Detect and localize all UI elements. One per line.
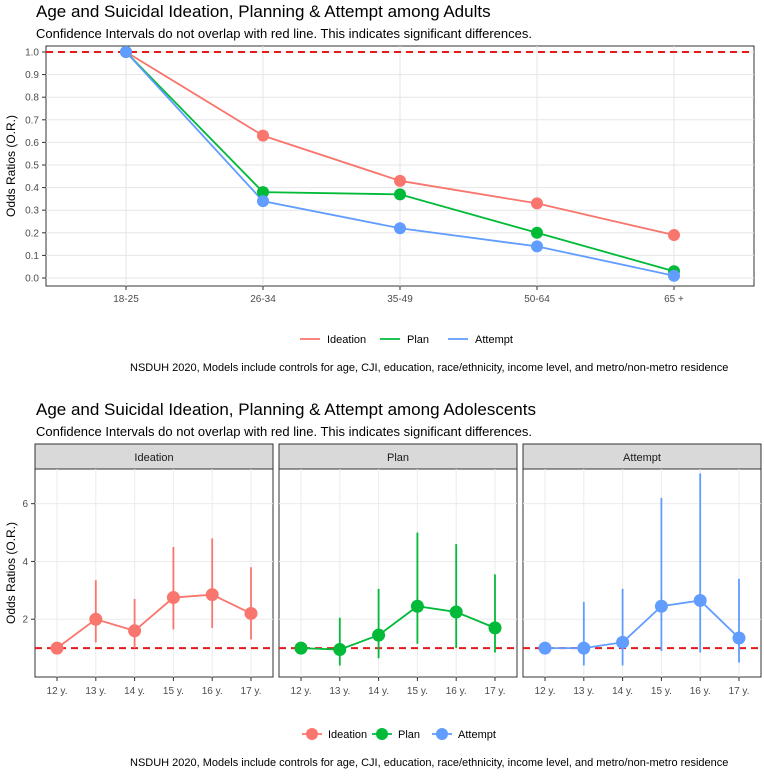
data-point-ideation bbox=[89, 612, 103, 626]
legend-label-plan: Plan bbox=[398, 729, 420, 741]
data-point-ideation bbox=[244, 606, 258, 620]
legend-label-attempt: Attempt bbox=[458, 729, 496, 741]
x-tick-label: 13 y. bbox=[329, 686, 350, 697]
y-tick-label: 0.2 bbox=[25, 228, 39, 239]
legend-key-ideation bbox=[306, 728, 318, 740]
y-tick-label: 0.0 bbox=[25, 274, 39, 285]
data-point-attempt bbox=[616, 635, 630, 649]
x-tick-label: 18-25 bbox=[113, 294, 139, 305]
x-tick-label: 14 y. bbox=[124, 686, 145, 697]
x-tick-label: 35-49 bbox=[387, 294, 413, 305]
y-tick-label: 0.7 bbox=[25, 115, 39, 126]
x-tick-label: 12 y. bbox=[291, 686, 312, 697]
data-point-attempt bbox=[654, 599, 668, 613]
x-tick-label: 12 y. bbox=[535, 686, 556, 697]
facet-label-attempt: Attempt bbox=[623, 452, 661, 464]
data-point-attempt bbox=[693, 593, 707, 607]
data-point-attempt bbox=[531, 240, 543, 253]
x-tick-label: 16 y. bbox=[446, 686, 467, 697]
adolescents-chart: Ideation 2 4 6 12 y. 13 y. 14 y. 15 y. 16 y. 17 y… bbox=[4, 443, 762, 741]
adults-chart: 0.0 0.1 0.2 0.3 0.4 0.5 0.6 0.7 0.8 0.9 1.0 18-25 26… bbox=[4, 45, 755, 346]
y-tick-label: 0.6 bbox=[25, 138, 39, 149]
legend-label-ideation: Ideation bbox=[328, 729, 367, 741]
adults-subtitle: Confidence Intervals do not overlap with… bbox=[36, 26, 532, 41]
data-point-attempt bbox=[394, 222, 406, 235]
y-tick-label: 6 bbox=[22, 499, 28, 510]
x-tick-label: 13 y. bbox=[573, 686, 594, 697]
data-point-plan bbox=[410, 599, 424, 613]
data-point-ideation bbox=[668, 229, 680, 242]
x-tick-label: 17 y. bbox=[241, 686, 262, 697]
facet-strip bbox=[278, 443, 518, 470]
x-tick-label: 15 y. bbox=[163, 686, 184, 697]
data-point-plan bbox=[372, 628, 386, 642]
data-point-plan bbox=[257, 186, 269, 199]
legend-key-plan bbox=[376, 728, 388, 740]
y-tick-label: 0.5 bbox=[25, 161, 39, 172]
data-point-attempt bbox=[120, 46, 132, 58]
x-tick-label: 17 y. bbox=[485, 686, 506, 697]
x-tick-label: 15 y. bbox=[407, 686, 428, 697]
adults-title: Age and Suicidal Ideation, Planning & At… bbox=[36, 2, 491, 21]
y-tick-label: 0.1 bbox=[25, 251, 39, 262]
x-tick-label: 12 y. bbox=[47, 686, 68, 697]
y-tick-label: 2 bbox=[22, 615, 28, 626]
x-tick-label: 17 y. bbox=[729, 686, 750, 697]
y-tick-label: 0.4 bbox=[25, 183, 39, 194]
data-point-plan bbox=[294, 641, 308, 655]
y-tick-label: 1.0 bbox=[25, 48, 39, 59]
adolescents-caption: NSDUH 2020, Models include controls for … bbox=[130, 757, 729, 769]
facet-panel bbox=[278, 468, 518, 678]
y-axis-label: Odds Ratios (O.R.) bbox=[4, 522, 18, 624]
x-tick-label: 16 y. bbox=[202, 686, 223, 697]
facet-label-plan: Plan bbox=[387, 452, 409, 464]
legend-key-attempt bbox=[436, 728, 448, 740]
legend-label-plan: Plan bbox=[407, 334, 429, 346]
legend-label-ideation: Ideation bbox=[327, 334, 366, 346]
x-tick-label: 16 y. bbox=[690, 686, 711, 697]
x-tick-label: 13 y. bbox=[85, 686, 106, 697]
adolescents-subtitle: Confidence Intervals do not overlap with… bbox=[36, 424, 532, 439]
adults-caption: NSDUH 2020, Models include controls for … bbox=[130, 362, 729, 374]
x-tick-label: 65 + bbox=[664, 294, 684, 305]
data-point-ideation bbox=[531, 197, 543, 210]
y-tick-label: 0.9 bbox=[25, 70, 39, 81]
data-point-ideation bbox=[257, 129, 269, 142]
y-tick-label: 4 bbox=[22, 557, 28, 568]
data-point-plan bbox=[333, 643, 347, 657]
x-tick-label: 15 y. bbox=[651, 686, 672, 697]
facet-panel bbox=[522, 468, 762, 678]
data-point-plan bbox=[488, 621, 502, 635]
facet-label-ideation: Ideation bbox=[134, 452, 173, 464]
x-tick-label: 14 y. bbox=[368, 686, 389, 697]
data-point-attempt bbox=[538, 641, 552, 655]
adolescents-title: Age and Suicidal Ideation, Planning & At… bbox=[36, 400, 536, 419]
data-point-ideation bbox=[394, 174, 406, 187]
y-tick-label: 0.8 bbox=[25, 93, 39, 104]
data-point-attempt bbox=[257, 195, 269, 208]
data-point-plan bbox=[449, 605, 463, 619]
series-line-ideation bbox=[56, 593, 252, 649]
legend-label-attempt: Attempt bbox=[475, 334, 513, 346]
data-point-ideation bbox=[128, 624, 142, 638]
data-point-ideation bbox=[166, 591, 180, 605]
data-point-attempt bbox=[732, 631, 746, 645]
facet-strip bbox=[34, 443, 274, 470]
y-tick-label: 0.3 bbox=[25, 206, 39, 217]
data-point-attempt bbox=[577, 641, 591, 655]
data-point-plan bbox=[531, 226, 543, 239]
data-point-attempt bbox=[668, 269, 680, 282]
x-tick-label: 50-64 bbox=[524, 294, 550, 305]
data-point-plan bbox=[394, 188, 406, 201]
data-point-ideation bbox=[50, 641, 64, 655]
facet-panel bbox=[34, 468, 274, 678]
x-tick-label: 26-34 bbox=[250, 294, 276, 305]
data-point-ideation bbox=[205, 588, 219, 602]
x-tick-label: 14 y. bbox=[612, 686, 633, 697]
y-axis-label: Odds Ratios (O.R.) bbox=[4, 115, 18, 217]
